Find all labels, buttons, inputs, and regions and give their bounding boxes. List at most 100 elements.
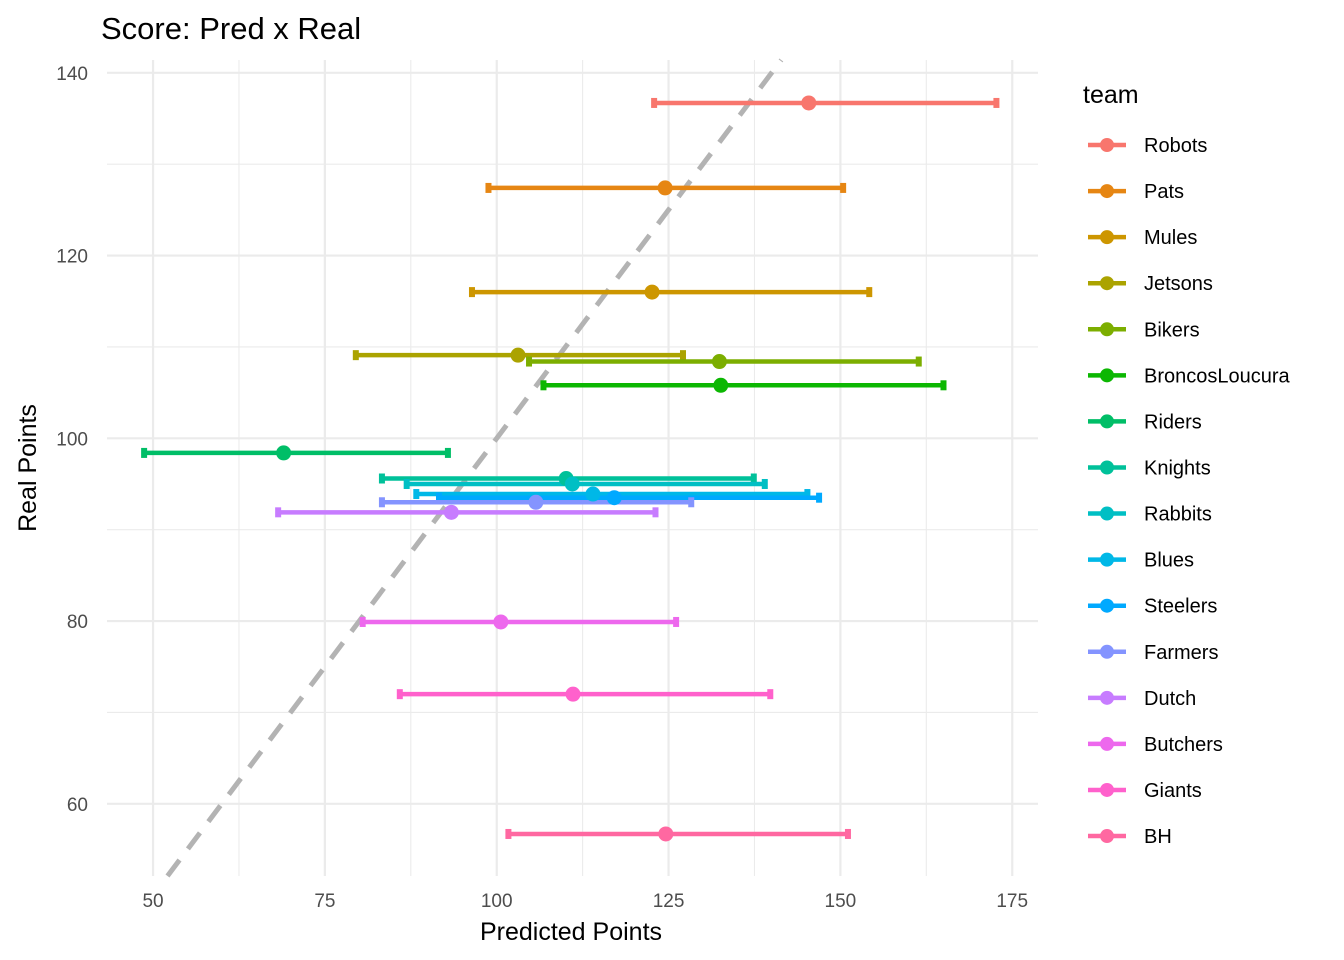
errorbar-butchers	[359, 616, 680, 627]
point-broncosloucura	[713, 377, 729, 393]
errorbar-cap-low	[468, 287, 475, 298]
points	[276, 95, 817, 842]
legend: team Robots Pats Mules Jetsons Bikers Broncos…	[1083, 81, 1291, 848]
errorbar-cap-high	[915, 356, 922, 367]
errorbar-cap-high	[816, 492, 823, 503]
legend-key-point	[1100, 552, 1114, 567]
point-riders	[276, 445, 292, 461]
legend-label: Farmers	[1144, 642, 1218, 664]
legend-label: Mules	[1144, 227, 1197, 249]
legend-key-point	[1100, 598, 1114, 613]
legend-label: Rabbits	[1144, 504, 1212, 526]
errorbar-cap-high	[688, 497, 695, 508]
legend-key-point	[1100, 184, 1114, 199]
point-robots	[801, 95, 817, 111]
y-tick-label: 80	[67, 612, 88, 633]
y-tick-label: 60	[67, 795, 88, 816]
errorbar-riders	[141, 447, 451, 458]
legend-label: BroncosLoucura	[1144, 365, 1291, 387]
errorbar-cap-low	[141, 447, 148, 458]
x-tick-label: 75	[314, 891, 335, 912]
legend-label: Blues	[1144, 550, 1194, 572]
errorbar-steelers	[435, 492, 823, 503]
errorbar-cap-low	[396, 689, 403, 700]
errorbar-cap-low	[526, 356, 533, 367]
point-farmers	[528, 494, 544, 510]
errorbar-cap-high	[940, 380, 947, 391]
errorbar-cap-high	[840, 182, 847, 193]
x-tick-labels: 50 75 100 125 150 175	[142, 891, 1028, 912]
legend-item: Blues	[1088, 550, 1194, 572]
legend-item: Robots	[1088, 135, 1207, 157]
reference-line-group	[165, 58, 784, 878]
legend-item: Riders	[1088, 411, 1202, 433]
y-axis-title: Real Points	[14, 404, 42, 532]
legend-item: Rabbits	[1088, 504, 1212, 526]
legend-item: Butchers	[1088, 734, 1223, 756]
legend-item: Steelers	[1088, 596, 1217, 618]
errorbar-mules	[468, 287, 873, 298]
legend-label: Butchers	[1144, 734, 1223, 756]
y-tick-label: 100	[56, 429, 88, 450]
legend-label: BH	[1144, 826, 1172, 848]
x-tick-label: 150	[825, 891, 857, 912]
point-bh	[658, 826, 674, 842]
errorbar-cap-low	[352, 350, 359, 361]
errorbar-cap-high	[866, 287, 873, 298]
point-bikers	[711, 354, 727, 370]
legend-key-point	[1100, 782, 1114, 797]
errorbar-cap-low	[275, 507, 282, 518]
errorbar-cap-high	[767, 689, 774, 700]
legend-label: Dutch	[1144, 688, 1196, 710]
point-butchers	[493, 614, 509, 630]
legend-item: BroncosLoucura	[1088, 365, 1291, 387]
x-axis-title: Predicted Points	[480, 918, 662, 946]
errorbar-cap-low	[540, 380, 547, 391]
legend-item: Pats	[1088, 181, 1184, 203]
y-tick-label: 120	[56, 247, 88, 268]
error-bars	[141, 97, 1000, 839]
errorbar-robots	[651, 97, 1000, 108]
errorbar-cap-low	[413, 489, 420, 500]
legend-item: Giants	[1088, 780, 1202, 802]
x-tick-label: 100	[481, 891, 513, 912]
legend-label: Jetsons	[1144, 273, 1213, 295]
y-tick-label: 140	[56, 64, 88, 85]
errorbar-broncosloucura	[540, 380, 947, 391]
legend-item: Bikers	[1088, 319, 1200, 341]
legend-label: Riders	[1144, 411, 1202, 433]
legend-label: Giants	[1144, 780, 1202, 802]
legend-item: Jetsons	[1088, 273, 1213, 295]
legend-label: Knights	[1144, 457, 1211, 479]
errorbar-cap-low	[359, 616, 366, 627]
point-jetsons	[510, 347, 526, 363]
legend-item: BH	[1088, 826, 1172, 848]
legend-key-point	[1100, 322, 1114, 337]
errorbar-cap-low	[485, 182, 492, 193]
errorbar-cap-low	[378, 497, 385, 508]
errorbar-bh	[505, 828, 851, 839]
point-giants	[565, 686, 581, 702]
errorbar-cap-low	[651, 97, 658, 108]
x-tick-label: 175	[996, 891, 1028, 912]
errorbar-cap-high	[750, 473, 757, 484]
errorbar-cap-high	[652, 507, 659, 518]
errorbar-cap-high	[761, 478, 768, 489]
legend-item: Dutch	[1088, 688, 1196, 710]
grid	[107, 60, 1038, 876]
point-rabbits	[564, 476, 580, 492]
legend-label: Pats	[1144, 181, 1184, 203]
legend-label: Steelers	[1144, 596, 1217, 618]
errorbar-cap-high	[844, 828, 851, 839]
legend-key-point	[1100, 460, 1114, 475]
errorbar-dutch	[275, 507, 659, 518]
legend-key-point	[1100, 414, 1114, 429]
legend-item: Farmers	[1088, 642, 1218, 664]
errorbar-cap-low	[505, 828, 512, 839]
y-tick-labels: 60 80 100 120 140	[56, 64, 88, 816]
legend-key-point	[1100, 368, 1114, 383]
legend-key-point	[1100, 506, 1114, 521]
errorbar-rabbits	[403, 478, 768, 489]
errorbar-cap-high	[804, 489, 811, 500]
chart-title: Score: Pred x Real	[101, 11, 361, 46]
